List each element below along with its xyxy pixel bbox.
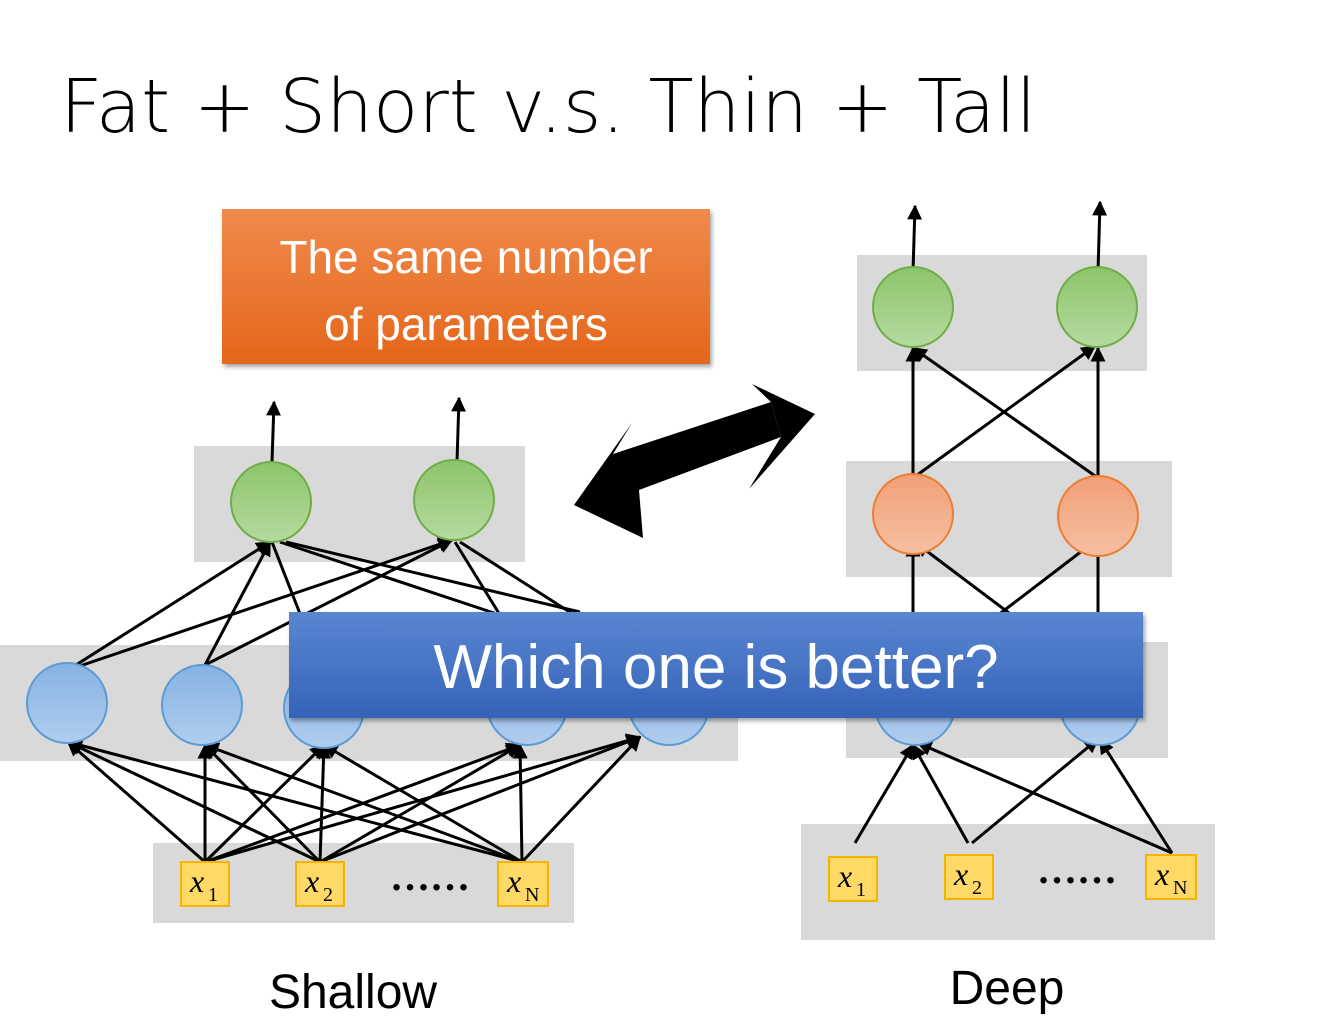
- svg-text:N: N: [1173, 877, 1187, 899]
- shallow-hidden-output-edges: [67, 537, 591, 672]
- shallow-hidden-node: [26, 662, 108, 744]
- deep-output-arrow: [1092, 200, 1108, 273]
- deep-input-ellipsis: ……: [1037, 847, 1117, 892]
- deep-input-xn: x N: [1145, 854, 1197, 900]
- shallow-input-x1: x 1: [180, 861, 230, 907]
- svg-text:2: 2: [323, 884, 333, 906]
- question-banner: [289, 612, 1143, 718]
- svg-text:1: 1: [856, 879, 866, 901]
- svg-text:x: x: [304, 863, 319, 899]
- question-text: Which one is better?: [433, 633, 998, 702]
- shallow-input-ellipsis: ……: [390, 854, 470, 899]
- shallow-input-x2: x 2: [295, 861, 345, 907]
- deep-network: x 1 x 2 …… x N Deep: [801, 200, 1215, 1015]
- svg-text:x: x: [1154, 856, 1169, 892]
- slide-title: Fat + Short v.s. Thin + Tall: [60, 64, 1037, 150]
- svg-text:N: N: [525, 884, 539, 906]
- shallow-input-xn: x N: [497, 861, 549, 907]
- svg-text:1: 1: [208, 884, 218, 906]
- svg-text:x: x: [837, 858, 852, 894]
- svg-text:x: x: [189, 863, 204, 899]
- deep-hidden2-node: [872, 473, 954, 555]
- deep-caption: Deep: [950, 962, 1065, 1015]
- svg-text:2: 2: [972, 877, 982, 899]
- double-arrow-icon-tip: [749, 384, 815, 489]
- deep-input-hidden1-edges: [853, 737, 1174, 855]
- deep-hidden2-output-edges: [905, 344, 1106, 480]
- parameters-callout: [222, 209, 710, 364]
- double-arrow-icon: [574, 402, 781, 538]
- shallow-output-node: [413, 459, 495, 541]
- callout-line-1: The same number: [279, 231, 652, 283]
- shallow-hidden-node: [161, 664, 243, 746]
- shallow-caption: Shallow: [269, 966, 437, 1019]
- shallow-output-arrow: [451, 396, 467, 463]
- shallow-output-arrow: [266, 400, 282, 463]
- deep-input-x2: x 2: [944, 854, 994, 900]
- deep-output-node: [872, 266, 954, 348]
- deep-input-x1: x 1: [828, 856, 878, 902]
- deep-output-arrow: [907, 204, 923, 273]
- svg-text:x: x: [953, 856, 968, 892]
- shallow-output-node: [230, 461, 312, 543]
- deep-output-node: [1056, 266, 1138, 348]
- callout-line-2: of parameters: [324, 298, 608, 350]
- shallow-input-hidden-edges: [66, 733, 642, 864]
- svg-text:x: x: [506, 863, 521, 899]
- deep-hidden2-node: [1057, 475, 1139, 557]
